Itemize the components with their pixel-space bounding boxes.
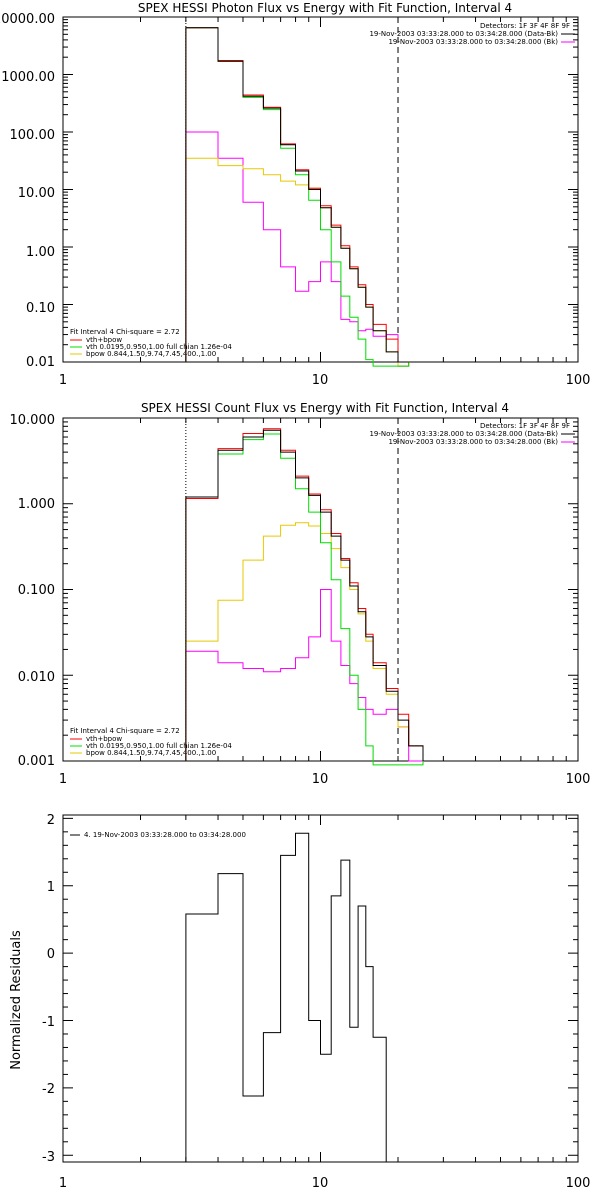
- residuals-ticks: [62, 815, 578, 1162]
- series-line-data: [185, 27, 409, 363]
- residuals-series: [185, 832, 398, 1163]
- x-tick-label: 10: [312, 1176, 329, 1191]
- count-x-tick-labels: 1 10 100: [59, 772, 591, 787]
- legend-total: vth+bpow: [86, 735, 122, 743]
- series-line-bk: [185, 589, 423, 762]
- photon-title: SPEX HESSI Photon Flux vs Energy with Fi…: [138, 1, 512, 15]
- photon-y-tick-labels: 0.01 0.10 1.00 10.00 100.00 1000.00 1000…: [0, 12, 55, 370]
- y-tick-label: 10000.00: [0, 12, 55, 27]
- legend-vth: vth 0.0195,0.950,1.00 full chian 1.26e-0…: [86, 742, 232, 750]
- series-line-bk: [185, 131, 410, 367]
- y-tick-label: 0.10: [26, 301, 55, 316]
- y-tick-label: -3: [42, 1150, 55, 1165]
- residual-interval-label: 4. 19-Nov-2003 03:33:28.000 to 03:34:28.…: [84, 831, 246, 839]
- photon-fit-legend: Fit Interval 4 Chi-square = 2.72 vth+bpo…: [70, 328, 232, 358]
- photon-series: [185, 17, 410, 367]
- fit-title: Fit Interval 4 Chi-square = 2.72: [70, 727, 180, 735]
- residuals-x-tick-labels: 1 10 100: [59, 1176, 591, 1191]
- y-tick-label: 10.000: [10, 413, 56, 428]
- detectors-line: Detectors: 1F 3F 4F 8F 9F: [480, 22, 570, 30]
- count-y-tick-labels: 0.001 0.010 0.100 1.000 10.000: [10, 413, 56, 769]
- count-flux-panel: SPEX HESSI Count Flux vs Energy with Fit…: [10, 401, 591, 787]
- y-tick-label: 1.00: [26, 245, 55, 260]
- x-tick-label: 100: [566, 1176, 591, 1191]
- x-tick-label: 1: [59, 772, 67, 787]
- y-tick-label: 2: [47, 813, 55, 828]
- fit-title: Fit Interval 4 Chi-square = 2.72: [70, 328, 180, 336]
- x-tick-label: 1: [59, 373, 67, 388]
- residuals-frame: [62, 814, 579, 1163]
- x-tick-label: 100: [566, 772, 591, 787]
- series-line-vth: [185, 27, 410, 367]
- interval-data-bk-line: 19-Nov-2003 03:33:28.000 to 03:34:28.000…: [369, 30, 558, 38]
- residuals-panel: -3 -2 -1 0 1 2 1 10 100 Normalized Resid…: [9, 813, 590, 1191]
- y-tick-label: 1.000: [18, 497, 55, 512]
- legend-bpow: bpow 0.844,1.50,9.74,7.45,400.,1.00: [86, 749, 216, 757]
- interval-bk-line: 19-Nov-2003 03:33:28.000 to 03:34:28.000…: [388, 38, 558, 46]
- series-line-bpow: [185, 522, 424, 761]
- detectors-line: Detectors: 1F 3F 4F 8F 9F: [480, 422, 570, 430]
- interval-bk-line: 19-Nov-2003 03:33:28.000 to 03:34:28.000…: [388, 438, 558, 446]
- photon-x-tick-labels: 1 10 100: [59, 373, 591, 388]
- interval-data-bk-line: 19-Nov-2003 03:33:28.000 to 03:34:28.000…: [369, 430, 558, 438]
- y-tick-label: 1000.00: [1, 70, 55, 85]
- series-line-bpow: [185, 157, 410, 367]
- legend-total: vth+bpow: [86, 336, 122, 344]
- residuals-legend: 4. 19-Nov-2003 03:33:28.000 to 03:34:28.…: [70, 831, 246, 839]
- y-tick-label: 100.00: [10, 128, 56, 143]
- photon-header: Detectors: 1F 3F 4F 8F 9F 19-Nov-2003 03…: [369, 22, 575, 46]
- count-header: Detectors: 1F 3F 4F 8F 9F 19-Nov-2003 03…: [369, 422, 575, 446]
- y-tick-label: 0.100: [18, 583, 55, 598]
- residuals-y-axis-label: Normalized Residuals: [9, 930, 24, 1070]
- y-tick-label: 0.01: [26, 355, 55, 370]
- legend-bpow: bpow 0.844,1.50,9.74,7.45,400.,1.00: [86, 350, 216, 358]
- y-tick-label: 1: [47, 880, 55, 895]
- residuals-y-tick-labels: -3 -2 -1 0 1 2: [42, 813, 55, 1165]
- x-tick-label: 1: [59, 1176, 67, 1191]
- count-series: [185, 418, 424, 766]
- y-tick-label: -1: [42, 1015, 55, 1030]
- photon-flux-panel: SPEX HESSI Photon Flux vs Energy with Fi…: [0, 1, 590, 388]
- y-tick-label: 10.00: [18, 186, 55, 201]
- x-tick-label: 100: [566, 373, 591, 388]
- y-tick-label: 0: [47, 947, 55, 962]
- series-line-total: [185, 832, 398, 1163]
- count-fit-legend: Fit Interval 4 Chi-square = 2.72 vth+bpo…: [70, 727, 232, 757]
- count-title: SPEX HESSI Count Flux vs Energy with Fit…: [141, 401, 509, 415]
- y-tick-label: -2: [42, 1082, 55, 1097]
- series-line-data: [185, 428, 424, 761]
- legend-vth: vth 0.0195,0.950,1.00 full chian 1.26e-0…: [86, 343, 232, 351]
- series-line-vth: [185, 433, 424, 766]
- x-tick-label: 10: [312, 772, 329, 787]
- x-tick-label: 10: [312, 373, 329, 388]
- y-tick-label: 0.010: [18, 670, 55, 685]
- y-tick-label: 0.001: [18, 754, 55, 769]
- series-line-total: [185, 27, 409, 363]
- series-line-total: [185, 429, 424, 761]
